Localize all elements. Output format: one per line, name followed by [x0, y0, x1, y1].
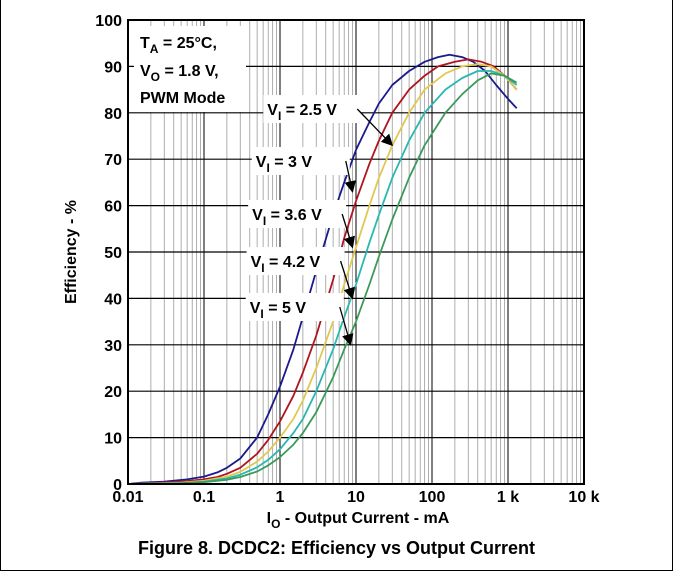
series-label-2: VI = 3 V	[256, 154, 313, 175]
y-tick-label: 0	[113, 477, 122, 494]
series-label-bg-2	[251, 147, 350, 175]
series-label-bg-3	[248, 200, 347, 228]
y-tick-label: 10	[104, 431, 122, 448]
y-tick-label: 90	[104, 59, 122, 76]
x-tick-label: 0.01	[112, 489, 143, 506]
x-tick-label: 1 k	[497, 489, 519, 506]
figure-caption: Figure 8. DCDC2: Efficiency vs Output Cu…	[137, 538, 536, 558]
series-arrow-1	[356, 108, 394, 147]
series-label-4: VI = 4.2 V	[251, 254, 321, 275]
series-line-5	[127, 72, 518, 485]
x-tick-label: 10 k	[568, 489, 599, 506]
series-label-5: VI = 5 V	[250, 300, 307, 321]
y-tick-label: 30	[104, 338, 122, 355]
x-tick-label: 100	[419, 489, 446, 506]
x-tick-label: 0.1	[193, 489, 215, 506]
x-tick-label: 1	[276, 489, 285, 506]
y-tick-label: 60	[104, 199, 122, 216]
series-arrow-2	[344, 160, 356, 193]
y-axis-label: Efficiency - %	[63, 200, 80, 304]
axes: 0 10 20 30 40 50 60 70 80 90 100 0.01 0.1 1 10 100 1 k 10…	[63, 13, 600, 531]
condition-mode: PWM Mode	[140, 90, 225, 107]
conditions-box	[134, 26, 246, 112]
series-arrow-5	[339, 306, 354, 346]
y-tick-label: 70	[104, 152, 122, 169]
series-label-bg-5	[245, 293, 344, 321]
series-labels: TA = 25°C, VO = 1.8 V, PWM Mode VI = 2.5 V V…	[134, 26, 394, 346]
series-arrow-4	[339, 260, 355, 300]
condition-output-voltage: VO = 1.8 V,	[140, 63, 219, 84]
plot-frame	[127, 19, 585, 485]
series-label-3: VI = 3.6 V	[252, 207, 322, 228]
series-label-bg-1	[263, 95, 362, 123]
series-line-3	[127, 63, 518, 485]
y-tick-label: 100	[95, 13, 122, 30]
x-tick-label: 10	[347, 489, 365, 506]
series-arrow-3	[341, 213, 355, 249]
condition-temperature: TA = 25°C,	[140, 35, 217, 56]
y-tick-label: 80	[104, 106, 122, 123]
series-label-bg-4	[246, 247, 345, 275]
series-label-1: VI = 2.5 V	[267, 102, 337, 123]
x-axis-label: IO - Output Current - mA	[267, 510, 450, 531]
series-line-1	[127, 53, 518, 485]
y-tick-label: 40	[104, 291, 122, 308]
y-tick-label: 20	[104, 384, 122, 401]
series-line-4	[127, 70, 518, 485]
y-tick-label: 50	[104, 245, 122, 262]
